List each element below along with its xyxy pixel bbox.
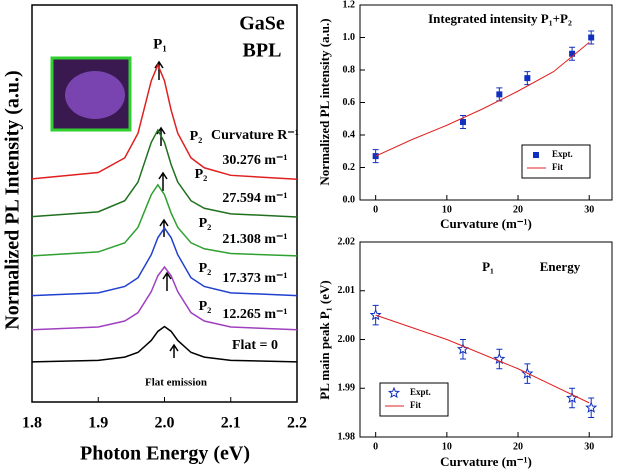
annotation: P₂ xyxy=(199,299,212,314)
legend-marker xyxy=(387,386,401,399)
series-label: 21.308 m⁻¹ xyxy=(222,232,287,247)
x-tick-label: 0 xyxy=(373,441,378,452)
spectrum xyxy=(31,226,298,297)
x-tick-label: 2.1 xyxy=(221,415,241,432)
legend-label: Expt. xyxy=(552,149,573,159)
annotation: P₂ xyxy=(199,261,212,276)
spectrum xyxy=(31,325,298,363)
annotation: P₂ xyxy=(195,167,208,182)
x-axis-label: Curvature (m⁻¹) xyxy=(440,454,532,469)
annotation: Curvature R⁻¹ xyxy=(211,128,299,143)
marker xyxy=(369,308,382,321)
spectrum xyxy=(31,265,298,331)
x-tick-label: 2.0 xyxy=(155,415,175,432)
marker xyxy=(585,401,598,413)
fit-line xyxy=(375,41,590,157)
series-label: 27.594 m⁻¹ xyxy=(222,191,287,206)
marker xyxy=(569,50,576,57)
legend-label: Expt. xyxy=(410,387,431,397)
y-tick-label: 0.4 xyxy=(343,129,356,140)
annotation: P₂ xyxy=(199,216,212,231)
y-tick-label: 0.8 xyxy=(343,64,356,75)
marker xyxy=(524,75,531,82)
x-tick-label: 30 xyxy=(584,441,594,452)
annotation: Flat emission xyxy=(145,377,207,389)
marker xyxy=(496,91,503,98)
y-tick-label: 2.01 xyxy=(338,285,356,296)
annotation: P₂ xyxy=(190,129,203,144)
spectrum xyxy=(31,62,298,181)
x-tick-label: 1.8 xyxy=(22,415,42,432)
annotation: BPL xyxy=(243,40,282,62)
legend-box xyxy=(521,144,591,179)
x-axis-label: Photon Energy (eV) xyxy=(80,443,250,465)
x-tick-label: 20 xyxy=(513,204,523,215)
annotation: Energy xyxy=(540,259,581,274)
y-tick-label: 0.6 xyxy=(343,97,356,108)
annotation: GaSe xyxy=(239,13,285,35)
series-label: 17.373 m⁻¹ xyxy=(222,271,287,286)
spectrum xyxy=(31,128,298,218)
x-tick-label: 0 xyxy=(373,204,378,215)
x-tick-label: 10 xyxy=(442,441,452,452)
marker xyxy=(459,119,466,125)
y-tick-label: 1.99 xyxy=(338,383,356,394)
y-tick-label: 2.02 xyxy=(338,236,356,247)
series-label: 12.265 m⁻¹ xyxy=(222,307,287,322)
marker xyxy=(493,352,506,365)
legend-marker xyxy=(533,152,539,158)
series-label: Flat = 0 xyxy=(232,338,278,353)
annotation: P₁ xyxy=(153,36,167,52)
y-axis-label: PL main peak P₁ (eV) xyxy=(317,280,332,399)
x-axis-label: Curvature (m⁻¹) xyxy=(440,216,532,231)
fit-line xyxy=(375,314,590,404)
annotation: P₁ xyxy=(482,259,494,274)
y-axis-label: Normalized PL Intensity (a.u.) xyxy=(2,70,24,329)
x-tick-label: 1.9 xyxy=(88,415,108,432)
legend-label: Fit xyxy=(552,162,563,172)
x-tick-label: 30 xyxy=(584,204,594,215)
marker xyxy=(588,34,595,41)
y-tick-label: 1.2 xyxy=(343,0,356,10)
y-tick-label: 0.2 xyxy=(343,162,356,173)
chart-title: Integrated intensity P₁+P₂ xyxy=(428,11,572,26)
y-axis-label: Normalized PL intensity (a.u.) xyxy=(317,18,332,185)
arrows xyxy=(154,60,179,358)
inset-sample xyxy=(65,71,125,119)
x-tick-label: 2.2 xyxy=(287,415,307,432)
series-label: 30.276 m⁻¹ xyxy=(222,153,287,168)
spectrum xyxy=(31,183,298,257)
y-tick-label: 0.0 xyxy=(343,194,356,205)
y-tick-label: 1.98 xyxy=(338,431,356,442)
legend-label: Fit xyxy=(410,400,421,410)
x-tick-label: 20 xyxy=(513,441,523,452)
x-tick-label: 10 xyxy=(442,204,452,215)
y-tick-label: 1.0 xyxy=(343,32,356,43)
y-tick-label: 2.00 xyxy=(338,334,356,345)
legend-box xyxy=(379,382,449,417)
